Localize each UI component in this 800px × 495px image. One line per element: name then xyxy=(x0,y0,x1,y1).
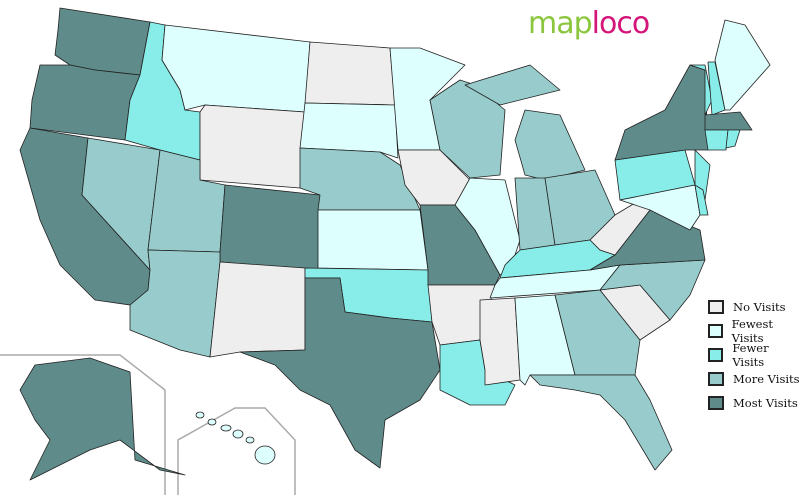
legend-label: Fewer Visits xyxy=(732,341,769,369)
state-ks[interactable] xyxy=(317,209,429,271)
state-sd[interactable] xyxy=(299,102,399,159)
state-wi[interactable] xyxy=(429,79,506,179)
state-ri[interactable] xyxy=(725,129,741,149)
legend-label: Fewest Visits xyxy=(731,317,773,345)
state-mt[interactable] xyxy=(161,24,311,113)
state-ma[interactable] xyxy=(704,111,753,131)
state-nd[interactable] xyxy=(304,41,396,106)
legend-swatch xyxy=(708,300,724,314)
state-md[interactable] xyxy=(619,184,701,231)
state-hi[interactable] xyxy=(195,411,205,419)
legend-label: Most Visits xyxy=(733,396,798,410)
legend-swatch xyxy=(708,396,724,410)
state-hi[interactable] xyxy=(245,436,255,444)
state-me[interactable] xyxy=(714,19,771,111)
state-tx[interactable] xyxy=(239,277,441,469)
state-hi[interactable] xyxy=(220,424,232,432)
legend-swatch xyxy=(708,348,724,362)
alaska-inset-border xyxy=(0,354,166,495)
state-fl[interactable] xyxy=(529,374,673,471)
state-co[interactable] xyxy=(219,184,321,271)
hawaii-inset-border xyxy=(177,407,296,495)
state-nm[interactable] xyxy=(209,261,306,358)
state-ak[interactable] xyxy=(19,357,186,481)
state-wy[interactable] xyxy=(199,104,306,189)
state-ms[interactable] xyxy=(479,297,521,386)
legend-item-most: Most Visits xyxy=(708,391,800,415)
state-ny[interactable] xyxy=(614,64,709,161)
legend: No Visits Fewest Visits Fewer Visits More V… xyxy=(708,295,800,415)
legend-item-fewer: Fewer Visits xyxy=(708,341,800,369)
state-ga[interactable] xyxy=(554,289,641,376)
state-hi[interactable] xyxy=(232,429,244,439)
legend-label: No Visits xyxy=(733,300,786,314)
state-de[interactable] xyxy=(694,184,709,216)
legend-swatch xyxy=(708,324,723,338)
state-hi[interactable] xyxy=(207,418,217,426)
state-vt[interactable] xyxy=(689,64,713,116)
state-az[interactable] xyxy=(129,249,221,358)
legend-item-none: No Visits xyxy=(708,295,800,319)
legend-item-fewest: Fewest Visits xyxy=(708,317,800,345)
state-ct[interactable] xyxy=(704,129,729,151)
legend-label: More Visits xyxy=(733,372,800,386)
legend-swatch xyxy=(708,372,724,386)
state-mi[interactable] xyxy=(464,64,561,106)
legend-item-more: More Visits xyxy=(708,367,800,391)
maploco-logo: maploco xyxy=(528,6,650,41)
state-hi[interactable] xyxy=(254,445,276,465)
state-mi[interactable] xyxy=(514,109,586,181)
state-or[interactable] xyxy=(29,64,141,141)
